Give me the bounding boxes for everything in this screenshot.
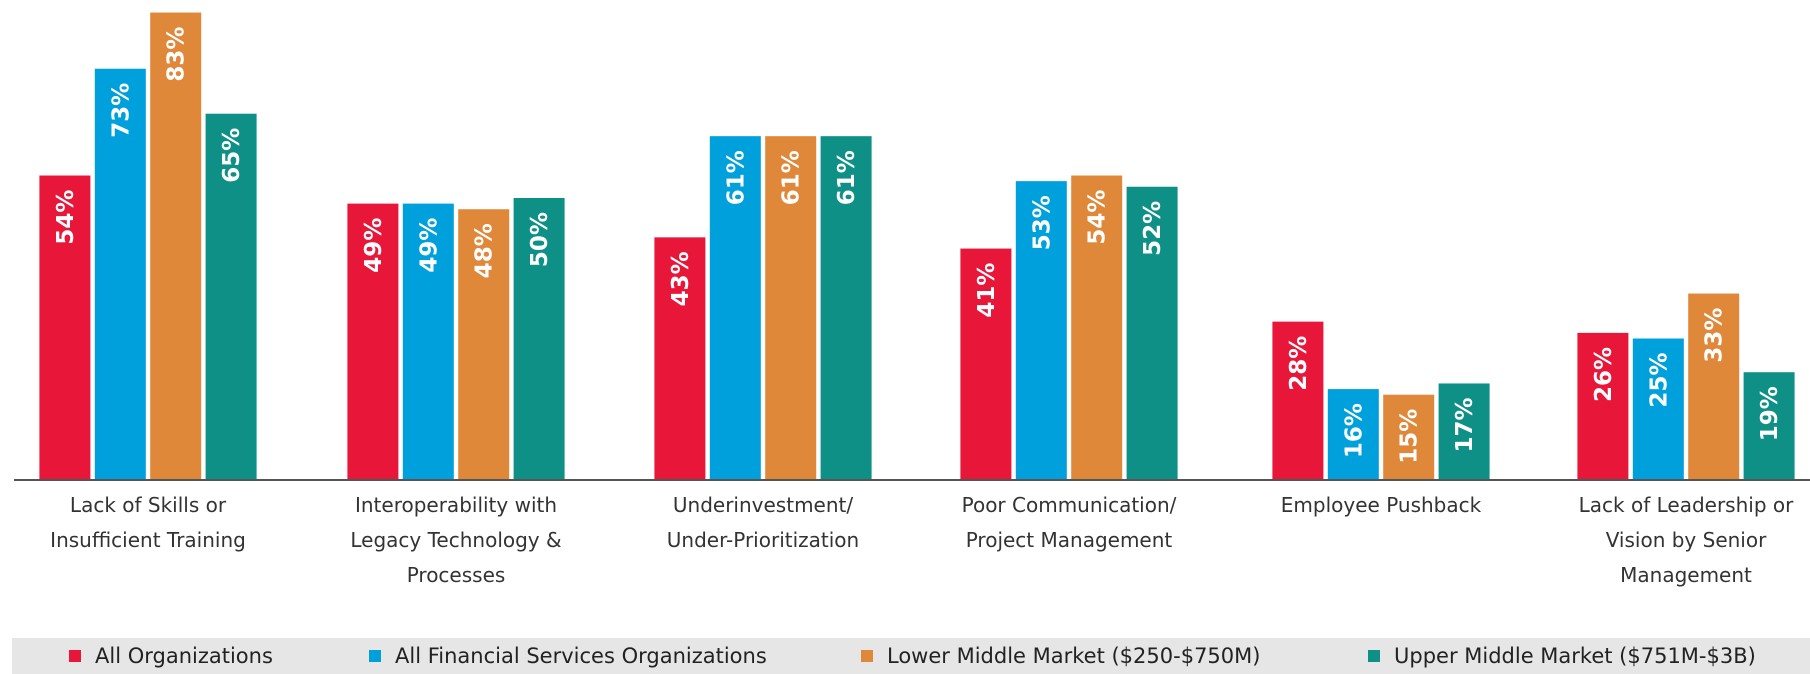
legend-swatch — [69, 650, 81, 662]
value-label: 26% — [1591, 347, 1617, 402]
legend-swatch — [369, 650, 381, 662]
legend-item: All Financial Services Organizations — [369, 638, 767, 674]
bar — [1383, 394, 1435, 479]
bar — [39, 175, 91, 479]
bar — [205, 113, 257, 479]
value-label: 61% — [834, 150, 860, 205]
legend-label: All Organizations — [95, 644, 273, 668]
bar — [1632, 338, 1684, 479]
value-label: 28% — [1286, 336, 1312, 391]
value-label: 53% — [1029, 195, 1055, 250]
legend-item: Upper Middle Market ($751M-$3B) — [1368, 638, 1756, 674]
bar — [709, 136, 761, 479]
bar — [94, 68, 146, 480]
bar — [1126, 186, 1178, 479]
x-tick-label: Lack of Leadership or Vision by Senior M… — [1578, 493, 1794, 587]
bar — [1071, 175, 1123, 479]
value-label: 61% — [779, 150, 805, 205]
value-label: 83% — [164, 27, 190, 82]
value-label: 16% — [1341, 403, 1367, 458]
value-label: 49% — [361, 218, 387, 273]
bar — [513, 198, 565, 479]
value-label: 41% — [974, 263, 1000, 318]
bar — [347, 203, 399, 479]
value-label: 43% — [668, 251, 694, 306]
x-tick-label: Underinvestment/ Under-Prioritization — [666, 493, 860, 552]
value-label: 73% — [108, 83, 134, 138]
bar — [458, 209, 510, 480]
bar — [1743, 372, 1795, 479]
value-label: 61% — [723, 150, 749, 205]
value-label: 52% — [1140, 201, 1166, 256]
bar — [1327, 389, 1379, 479]
bar — [960, 248, 1012, 479]
value-label: 54% — [1085, 190, 1111, 245]
x-tick-label: Lack of Skills or Insufficient Training — [50, 493, 246, 552]
value-label: 65% — [219, 128, 245, 183]
bar — [1438, 383, 1490, 479]
legend-label: All Financial Services Organizations — [395, 644, 767, 668]
bar — [402, 203, 454, 479]
bar — [150, 12, 202, 479]
bar — [1015, 181, 1067, 479]
value-label: 50% — [527, 212, 553, 267]
value-label: 54% — [53, 190, 79, 245]
value-label: 33% — [1702, 308, 1728, 363]
value-label: 25% — [1646, 353, 1672, 408]
value-label: 48% — [472, 223, 498, 278]
legend-swatch — [1368, 650, 1380, 662]
bar — [765, 136, 817, 479]
x-tick-label: Employee Pushback — [1280, 493, 1482, 517]
value-label: 49% — [416, 218, 442, 273]
legend-swatch — [861, 650, 873, 662]
bar — [1577, 332, 1629, 479]
legend-label: Upper Middle Market ($751M-$3B) — [1394, 644, 1756, 668]
legend-item: Lower Middle Market ($250-$750M) — [861, 638, 1260, 674]
x-tick-label: Interoperability with Legacy Technology … — [350, 493, 562, 587]
legend-item: All Organizations — [69, 638, 273, 674]
bar — [820, 136, 872, 479]
legend-label: Lower Middle Market ($250-$750M) — [887, 644, 1261, 668]
value-label: 17% — [1452, 397, 1478, 452]
value-label: 15% — [1397, 409, 1423, 464]
legend: All Organizations All Financial Services … — [12, 638, 1810, 674]
bar — [1688, 293, 1740, 479]
x-tick-label: Poor Communication/ Project Management — [961, 493, 1177, 552]
bar — [654, 237, 706, 479]
value-label: 19% — [1757, 386, 1783, 441]
bar — [1272, 321, 1324, 479]
